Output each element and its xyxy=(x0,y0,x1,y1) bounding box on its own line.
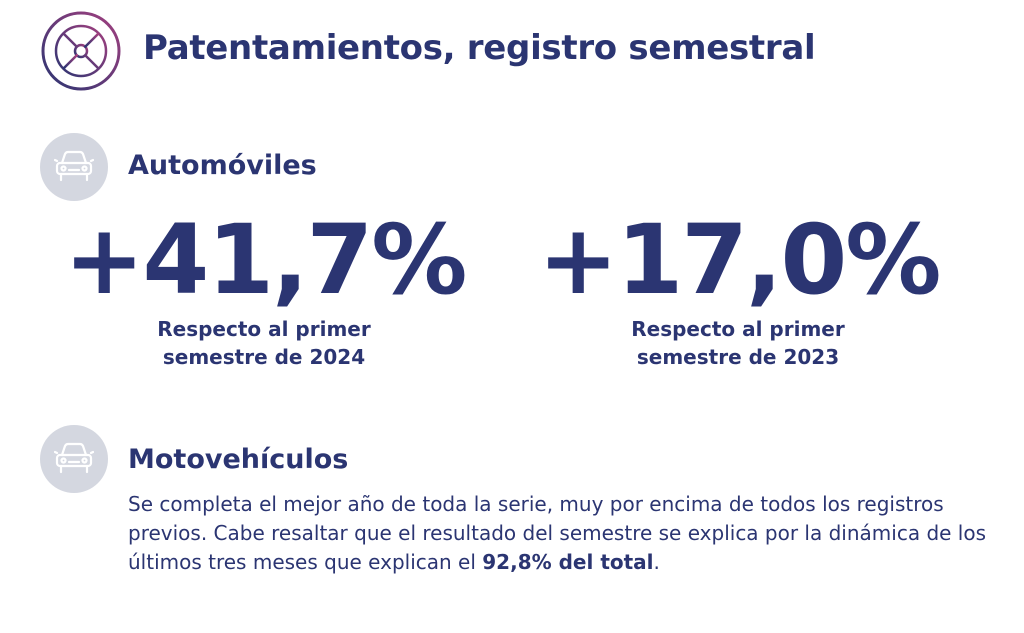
description-highlight: 92,8% del total xyxy=(482,550,654,574)
stat-caption: Respecto al primer semestre de 2023 xyxy=(631,317,845,369)
stat-caption: Respecto al primer semestre de 2024 xyxy=(157,317,371,369)
stat-block-2023: +17,0% Respecto al primer semestre de 20… xyxy=(538,204,941,371)
section-title-motos: Motovehículos xyxy=(128,444,349,475)
page-title: Patentamientos, registro semestral xyxy=(143,28,816,68)
section-title-autos: Automóviles xyxy=(128,150,317,181)
motos-description: Se completa el mejor año de toda la seri… xyxy=(128,490,988,577)
stat-block-2024: +41,7% Respecto al primer semestre de 20… xyxy=(64,204,467,371)
car-icon xyxy=(40,133,108,201)
description-end: . xyxy=(653,550,660,574)
car-icon xyxy=(40,425,108,493)
stat-value: +17,0% xyxy=(538,204,941,316)
wheel-icon xyxy=(40,10,122,92)
stat-value: +41,7% xyxy=(64,204,467,316)
description-text: Se completa el mejor año de toda la seri… xyxy=(128,492,987,574)
